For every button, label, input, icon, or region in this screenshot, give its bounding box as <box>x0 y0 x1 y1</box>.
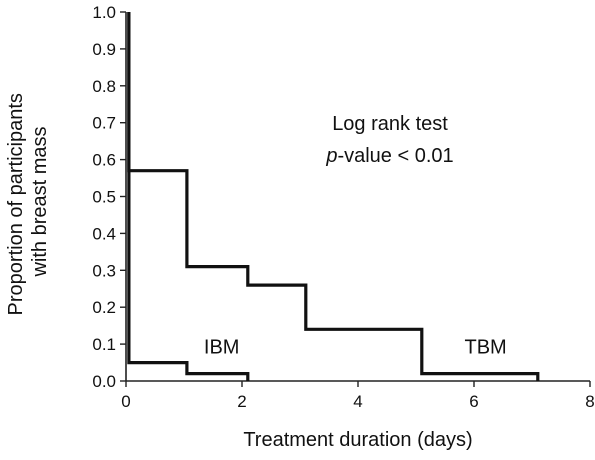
p-symbol: p <box>325 145 337 167</box>
y-axis-title: Proportion of participants with breast m… <box>5 88 51 316</box>
series-line-ibm <box>127 12 250 381</box>
plot-area <box>125 12 590 382</box>
p-value-text: -value < 0.01 <box>337 145 453 167</box>
series-lines: IBM TBM <box>127 12 540 381</box>
x-tick-label: 6 <box>469 392 478 411</box>
x-axis-title: Treatment duration (days) <box>243 429 472 451</box>
x-axis-ticks: 0 2 4 6 8 <box>121 381 595 411</box>
y-tick-label: 0.1 <box>92 335 116 354</box>
x-tick-label: 4 <box>353 392 362 411</box>
y-tick-label: 0.5 <box>92 188 116 207</box>
series-label-ibm: IBM <box>204 336 240 358</box>
y-tick-label: 0.7 <box>92 114 116 133</box>
y-tick-label: 0.9 <box>92 40 116 59</box>
log-rank-annotation-line1: Log rank test <box>332 113 448 135</box>
x-tick-label: 8 <box>585 392 594 411</box>
y-tick-label: 1.0 <box>92 3 116 22</box>
log-rank-annotation-line2: p-value < 0.01 <box>325 145 453 167</box>
y-axis-title-line1: Proportion of participants <box>5 93 27 315</box>
y-axis-title-line2: with breast mass <box>29 126 51 277</box>
y-tick-label: 0.0 <box>92 372 116 391</box>
x-tick-label: 2 <box>237 392 246 411</box>
series-line-tbm <box>127 12 540 381</box>
y-tick-label: 0.2 <box>92 298 116 317</box>
x-tick-label: 0 <box>121 392 130 411</box>
y-tick-label: 0.3 <box>92 261 116 280</box>
y-axis-ticks: 0.0 0.1 0.2 0.3 0.4 0.5 0.6 0.7 0.8 0.9 1.0 <box>92 3 126 391</box>
y-tick-label: 0.8 <box>92 77 116 96</box>
y-tick-label: 0.6 <box>92 151 116 170</box>
series-label-tbm: TBM <box>464 336 506 358</box>
y-tick-label: 0.4 <box>92 224 116 243</box>
